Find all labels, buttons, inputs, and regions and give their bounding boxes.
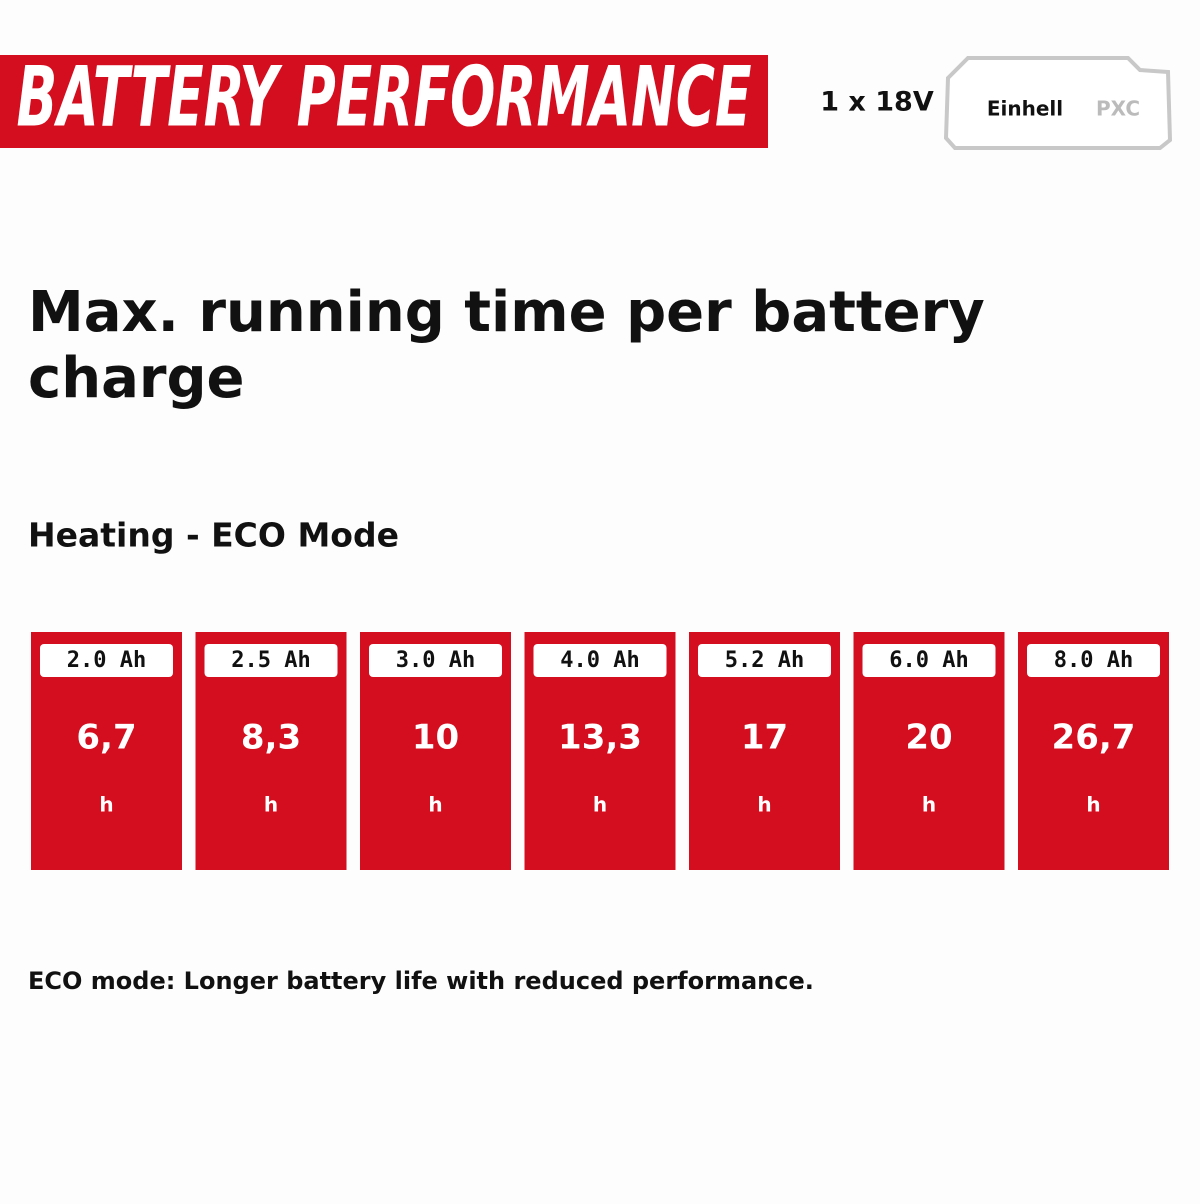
runtime-value: 8,3 (241, 718, 301, 758)
battery-icon (943, 56, 1173, 150)
runtime-value: 20 (905, 718, 952, 758)
capacity-pill (40, 644, 173, 677)
logo-platform: PXC (1096, 97, 1140, 121)
runtime-value: 17 (741, 718, 788, 758)
capacity-label: 8.0 Ah (1054, 648, 1133, 673)
capacity-pill (204, 644, 338, 677)
capacity-label: 2.0 Ah (67, 648, 146, 673)
runtime-unit: h (1086, 793, 1100, 817)
runtime-value: 26,7 (1052, 718, 1136, 758)
capacity-label: 4.0 Ah (560, 648, 639, 673)
runtime-unit: h (264, 793, 278, 817)
footnote: ECO mode: Longer battery life with reduc… (28, 967, 814, 995)
capacity-label: 2.5 Ah (231, 648, 310, 673)
header-bar (0, 55, 768, 148)
capacity-label: 6.0 Ah (889, 648, 968, 673)
battery-voltage: 1 x 18V (820, 87, 934, 118)
runtime-unit: h (99, 793, 113, 817)
capacity-pill (1027, 644, 1160, 677)
capacity-pill (369, 644, 502, 677)
runtime-value: 6,7 (76, 718, 136, 758)
subheading: Heating - ECO Mode (28, 516, 399, 555)
capacity-pill (862, 644, 996, 677)
runtime-value: 10 (412, 718, 459, 758)
capacity-label: 5.2 Ah (725, 648, 804, 673)
header-title: BATTERY PERFORMANCE (16, 49, 751, 145)
runtime-unit: h (593, 793, 607, 817)
capacity-pill (533, 644, 667, 677)
heading: Max. running time per battery charge (28, 280, 985, 411)
runtime-unit: h (757, 793, 771, 817)
capacity-label: 3.0 Ah (396, 648, 475, 673)
capacity-pill (698, 644, 831, 677)
runtime-value: 13,3 (558, 718, 642, 758)
cards: 2.0 Ah 6,7 h 2.5 Ah 8,3 h 3.0 Ah 10 h 4.0 Ah 13,3 h… (31, 632, 1169, 870)
runtime-unit: h (428, 793, 442, 817)
logo-brand: Einhell (987, 97, 1063, 121)
runtime-unit: h (922, 793, 936, 817)
heading-box: Max. running time per battery charge (28, 280, 985, 411)
